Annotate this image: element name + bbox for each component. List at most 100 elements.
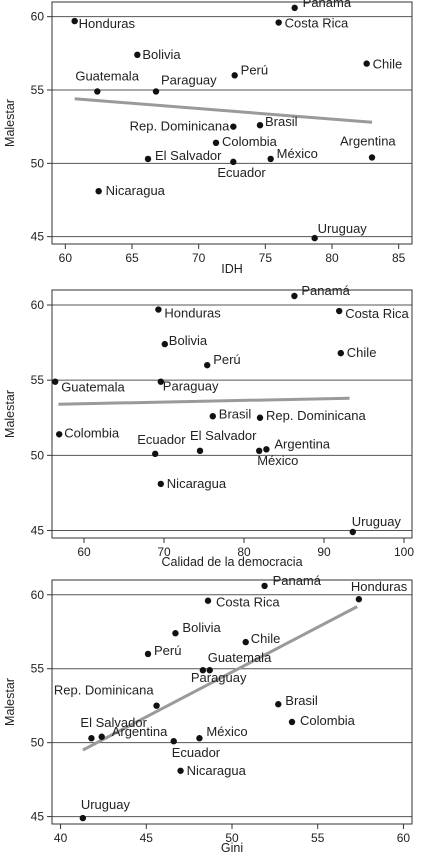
data-point: [152, 450, 159, 458]
point-label: Nicaragua: [187, 763, 247, 778]
point-label: Brasil: [285, 693, 318, 708]
y-tick-label: 55: [31, 373, 45, 387]
x-tick-label: 90: [317, 545, 331, 559]
x-tick-label: 50: [225, 831, 239, 845]
point-label: El Salvador: [155, 148, 222, 163]
chart-panel-3: 40 45 50 55 60 45 50 55 60 Gini Malestar Panamá Hond…: [3, 573, 413, 855]
data-point: [196, 447, 204, 455]
point-label: Perú: [241, 62, 268, 77]
point-label: Uruguay: [352, 514, 402, 529]
point-label: Colombia: [64, 425, 120, 440]
data-point: [98, 733, 105, 740]
data-point: [157, 378, 164, 385]
x-axis-label: IDH: [221, 262, 243, 276]
y-axis-label: Malestar: [3, 678, 17, 726]
point-label: Guatemala: [61, 380, 125, 395]
point-label: México: [206, 724, 247, 739]
point-label: Nicaragua: [167, 476, 227, 491]
x-tick-label: 45: [140, 831, 154, 845]
point-label: Panamá: [303, 0, 352, 10]
data-point: [256, 122, 264, 129]
data-point: [204, 597, 212, 604]
data-point: [275, 701, 282, 708]
data-point: [94, 88, 101, 95]
point-label: Perú: [154, 643, 181, 658]
x-tick-label: 70: [157, 545, 171, 559]
point-label: Ecuador: [217, 165, 266, 180]
data-point: [153, 702, 160, 709]
point-label: Colombia: [222, 134, 278, 149]
x-tick-label: 40: [54, 831, 68, 845]
data-point: [88, 735, 95, 742]
point-label: El Salvador: [190, 428, 257, 443]
x-axis-label: Calidad de la democracia: [161, 555, 302, 569]
point-label: Bolivia: [169, 333, 208, 348]
data-point: [209, 413, 216, 420]
point-label: Costa Rica: [345, 306, 409, 321]
x-tick-label: 75: [259, 251, 273, 265]
y-tick-label: 60: [31, 10, 45, 24]
plot-frame: [51, 1, 413, 245]
data-point: [355, 596, 363, 603]
plot-frame: [51, 579, 413, 825]
data-point: [275, 19, 282, 26]
plot-frame: [51, 289, 413, 539]
point-label: Argentina: [340, 133, 396, 148]
point-label: Ecuador: [172, 745, 221, 760]
data-point: [291, 4, 298, 12]
data-point: [267, 155, 274, 163]
x-tick-label: 80: [325, 251, 339, 265]
point-label: Rep. Dominicana: [54, 683, 154, 698]
y-tick-label: 60: [31, 298, 45, 312]
data-point: [161, 340, 168, 348]
point-label: Rep. Dominicana: [266, 408, 366, 423]
point-label: Chile: [251, 631, 281, 646]
data-point: [155, 306, 162, 313]
point-label: Costa Rica: [216, 595, 280, 610]
data-point: [144, 155, 152, 163]
x-tick-label: 55: [311, 831, 325, 845]
data-point: [212, 139, 220, 146]
point-label: Panamá: [273, 573, 322, 588]
point-label: Rep. Dominicana: [130, 119, 230, 134]
point-label: Bolivia: [142, 47, 181, 62]
point-label: Guatemala: [208, 650, 272, 665]
x-tick-label: 70: [192, 251, 206, 265]
point-label: Honduras: [79, 16, 136, 31]
point-label: Honduras: [164, 306, 221, 321]
point-label: Ecuador: [137, 432, 186, 447]
data-point: [230, 123, 237, 130]
y-tick-label: 50: [31, 736, 45, 750]
point-label: Bolivia: [182, 620, 221, 635]
trend-line: [82, 605, 358, 752]
data-point: [52, 378, 59, 385]
x-tick-label: 60: [397, 831, 411, 845]
data-point: [199, 667, 207, 674]
data-point: [256, 447, 263, 455]
point-label: Brasil: [265, 114, 298, 129]
data-point: [56, 431, 63, 438]
point-label: México: [257, 453, 298, 468]
x-tick-label: 80: [237, 545, 251, 559]
point-label: Paraguay: [163, 379, 219, 394]
point-label: Costa Rica: [285, 16, 349, 31]
data-point: [79, 814, 87, 822]
point-label: México: [277, 146, 318, 161]
data-point: [204, 361, 211, 369]
data-point: [263, 446, 270, 453]
y-tick-label: 55: [31, 662, 45, 676]
data-point: [206, 667, 213, 674]
data-point: [170, 737, 177, 745]
x-tick-label: 60: [59, 251, 73, 265]
y-tick-label: 50: [31, 448, 45, 462]
point-label: Brasil: [219, 406, 252, 421]
data-point: [95, 188, 102, 195]
y-tick-label: 45: [31, 810, 45, 824]
point-label: El Salvador: [80, 715, 147, 730]
data-point: [291, 292, 298, 300]
y-tick-label: 55: [31, 83, 45, 97]
data-point: [177, 767, 184, 774]
x-tick-label: 60: [77, 545, 91, 559]
data-point: [349, 528, 356, 536]
y-tick-label: 45: [31, 230, 45, 244]
